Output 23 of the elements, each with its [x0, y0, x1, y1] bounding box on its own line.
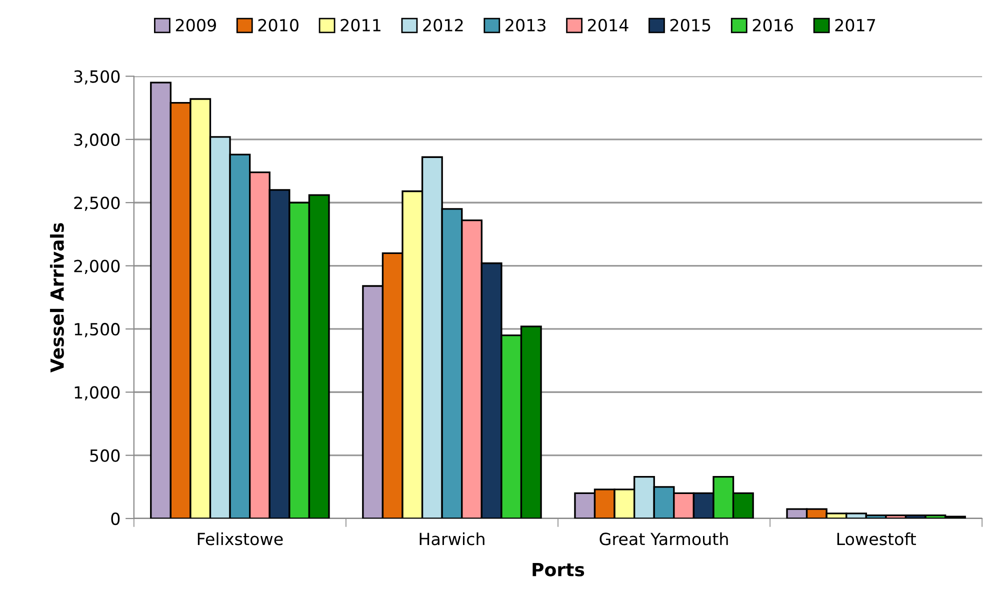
y-tick-label: 3,000	[74, 133, 120, 148]
y-tick-label: 2,500	[74, 196, 120, 211]
y-axis-title: Vessel Arrivals	[50, 223, 64, 372]
x-tick-label: Lowestoft	[837, 532, 916, 546]
legend-label: 2014	[588, 18, 628, 32]
y-tick-label: 500	[90, 449, 120, 462]
y-tick-label: 1,000	[74, 386, 120, 400]
y-tick-label: 3,500	[74, 70, 120, 85]
y-tick-label: 1,500	[74, 322, 120, 338]
legend-label: 2016	[752, 18, 793, 32]
legend-label: 2012	[423, 18, 463, 32]
legend-label: 2017	[835, 18, 876, 32]
y-tick-label: 0	[111, 512, 120, 526]
y-tick-label: 2,000	[74, 260, 120, 274]
legend-label: 2013	[506, 18, 546, 32]
x-axis-title: Ports	[532, 562, 584, 576]
legend-label: 2015	[670, 18, 710, 32]
x-tick-label: Harwich	[420, 532, 484, 546]
legend-label: 2010	[258, 18, 298, 32]
legend-label: 2009	[176, 18, 216, 32]
x-tick-label: Felixstowe	[198, 532, 283, 546]
legend-label: 2011	[340, 18, 380, 32]
x-tick-label: Great Yarmouth	[600, 532, 728, 546]
